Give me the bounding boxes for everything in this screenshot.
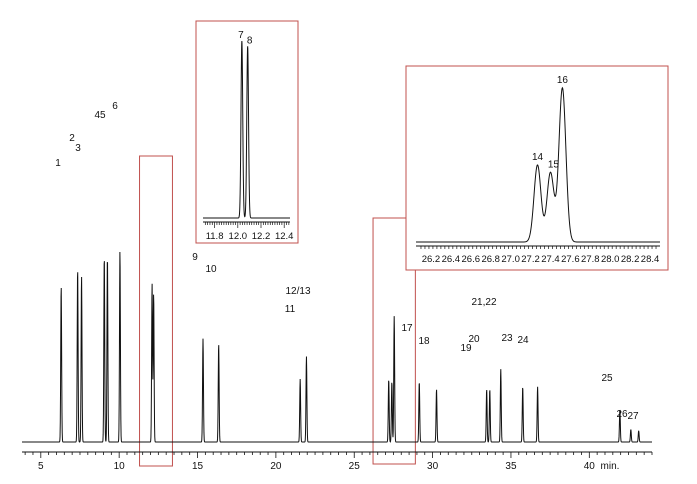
main-x-tick-label: 5 — [38, 461, 44, 472]
inset-2-tick-label: 27.6 — [561, 254, 580, 265]
inset-2-tick-label: 27.2 — [521, 254, 540, 265]
inset-1-peak-label: 8 — [247, 35, 253, 46]
main-x-tick-label: 30 — [427, 461, 439, 472]
inset-2-tick-label: 28.4 — [641, 254, 660, 265]
inset-1-peak-label: 7 — [238, 30, 244, 41]
inset-2-tick-label: 28.0 — [601, 254, 620, 265]
peak-label: 26 — [616, 409, 628, 420]
main-x-tick-label: 20 — [270, 461, 282, 472]
inset-2-tick-label: 28.2 — [621, 254, 640, 265]
inset-1-tick-label: 12.4 — [275, 231, 294, 242]
main-x-tick-label: 15 — [192, 461, 204, 472]
inset-2-tick-label: 27.4 — [541, 254, 560, 265]
inset-2-tick-label: 26.6 — [462, 254, 481, 265]
peak-label: 23 — [501, 333, 513, 344]
peak-label: 20 — [468, 334, 480, 345]
peak-label: 1 — [55, 158, 61, 169]
inset-1-tick-label: 11.8 — [206, 231, 224, 242]
inset-1-tick-label: 12.0 — [229, 231, 248, 242]
inset-1-trace — [203, 40, 290, 219]
peak-label: 21,22 — [471, 297, 496, 308]
inset-2-tick-label: 26.4 — [442, 254, 461, 265]
inset-2-peak-label: 14 — [532, 152, 544, 163]
main-x-tick-label: 40 — [584, 461, 596, 472]
main-x-tick-label: 10 — [114, 461, 126, 472]
peak-label: 6 — [112, 101, 118, 112]
inset-2-peak-label: 16 — [557, 75, 569, 86]
peak-label: 11 — [285, 304, 296, 315]
main-x-tick-label: 35 — [505, 461, 517, 472]
peak-label: 24 — [517, 335, 529, 346]
highlight-box-2 — [372, 217, 416, 465]
main-x-tick-label: 25 — [349, 461, 361, 472]
peak-label: 3 — [75, 143, 81, 154]
inset-2-tick-label: 26.2 — [422, 254, 441, 265]
main-chromatogram-trace — [22, 251, 652, 443]
peak-label: 27 — [627, 411, 639, 422]
inset-2-trace — [416, 86, 660, 243]
peak-label: 18 — [418, 336, 430, 347]
inset-2-tick-label: 27.8 — [581, 254, 600, 265]
highlight-box-1 — [139, 155, 173, 467]
peak-label: 17 — [401, 323, 413, 334]
peak-label: 2 — [69, 133, 75, 144]
peak-label: 10 — [205, 264, 217, 275]
inset-1-tick-label: 12.2 — [252, 231, 271, 242]
peak-label: 45 — [94, 110, 106, 121]
peak-label: 25 — [601, 373, 613, 384]
main-x-axis-label: min. — [601, 461, 620, 472]
inset-2-tick-label: 27.0 — [501, 254, 520, 265]
inset-2-tick-label: 26.8 — [481, 254, 500, 265]
inset-2-peak-label: 15 — [548, 160, 560, 171]
peak-label: 19 — [460, 343, 472, 354]
peak-label: 12/13 — [285, 286, 310, 297]
peak-label: 9 — [192, 252, 198, 263]
